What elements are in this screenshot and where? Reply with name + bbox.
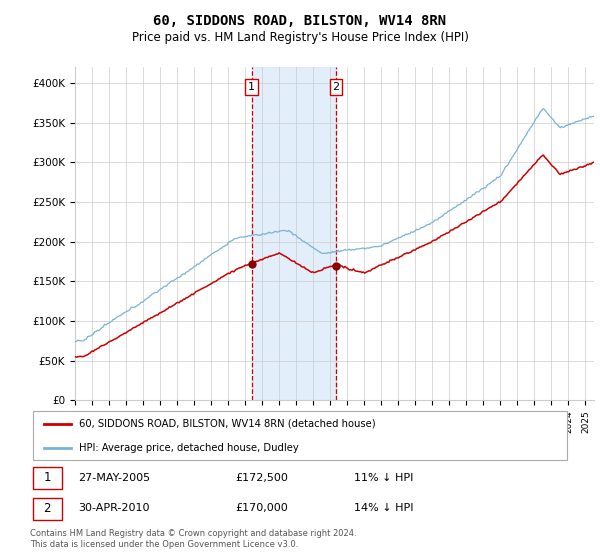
- Text: 2: 2: [44, 502, 51, 515]
- Text: 14% ↓ HPI: 14% ↓ HPI: [354, 503, 413, 514]
- Text: 27-MAY-2005: 27-MAY-2005: [79, 473, 151, 483]
- FancyBboxPatch shape: [33, 467, 62, 489]
- FancyBboxPatch shape: [33, 498, 62, 520]
- Text: 60, SIDDONS ROAD, BILSTON, WV14 8RN (detached house): 60, SIDDONS ROAD, BILSTON, WV14 8RN (det…: [79, 419, 375, 429]
- Text: 30-APR-2010: 30-APR-2010: [79, 503, 150, 514]
- Text: 60, SIDDONS ROAD, BILSTON, WV14 8RN: 60, SIDDONS ROAD, BILSTON, WV14 8RN: [154, 14, 446, 28]
- Text: Contains HM Land Registry data © Crown copyright and database right 2024.
This d: Contains HM Land Registry data © Crown c…: [30, 529, 356, 549]
- Text: HPI: Average price, detached house, Dudley: HPI: Average price, detached house, Dudl…: [79, 443, 298, 453]
- Text: 1: 1: [248, 82, 255, 92]
- Text: £172,500: £172,500: [235, 473, 288, 483]
- FancyBboxPatch shape: [33, 411, 568, 460]
- Bar: [251, 67, 336, 400]
- Text: 11% ↓ HPI: 11% ↓ HPI: [354, 473, 413, 483]
- Text: 1: 1: [44, 471, 51, 484]
- Text: 2: 2: [332, 82, 340, 92]
- Text: Price paid vs. HM Land Registry's House Price Index (HPI): Price paid vs. HM Land Registry's House …: [131, 31, 469, 44]
- Text: £170,000: £170,000: [235, 503, 288, 514]
